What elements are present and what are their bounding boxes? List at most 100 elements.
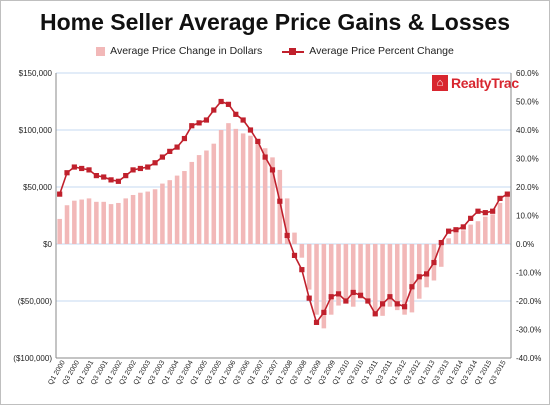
bar <box>152 189 158 244</box>
bar <box>461 230 466 244</box>
bar <box>453 232 459 244</box>
left-tick-label: ($50,000) <box>18 297 53 306</box>
line-point <box>64 170 70 176</box>
line-point <box>328 294 334 300</box>
bar <box>365 244 371 304</box>
bar <box>196 155 202 244</box>
line-point <box>394 301 400 307</box>
line-point <box>431 259 437 266</box>
line-point <box>438 239 444 246</box>
right-tick-label: -30.0% <box>516 326 541 335</box>
line-point <box>343 298 349 304</box>
legend-item-dollars: Average Price Change in Dollars <box>96 45 262 57</box>
line-point <box>211 107 217 113</box>
logo-text: RealtyTrac <box>451 75 519 91</box>
legend-label-dollars: Average Price Change in Dollars <box>110 45 263 57</box>
line-point <box>313 319 320 325</box>
line-point <box>123 173 129 179</box>
line-point <box>262 154 268 160</box>
line-point <box>497 195 503 201</box>
line-point <box>401 304 408 310</box>
house-icon: ⌂ <box>432 75 448 91</box>
line-point <box>475 208 481 214</box>
bar <box>387 244 393 307</box>
legend: Average Price Change in Dollars Average … <box>1 45 549 57</box>
line-series <box>57 98 510 325</box>
legend-label-percent: Average Price Percent Change <box>309 45 454 57</box>
bar <box>475 221 481 244</box>
right-tick-label: 30.0% <box>516 155 539 164</box>
bar <box>409 244 415 313</box>
line-point <box>453 227 459 233</box>
bar <box>306 244 312 290</box>
bar <box>130 194 136 244</box>
bar <box>204 150 209 244</box>
legend-item-percent: Average Price Percent Change <box>282 45 454 57</box>
bar <box>101 201 106 244</box>
line-point <box>240 117 246 123</box>
line-point <box>387 294 393 300</box>
line-point <box>306 295 312 301</box>
line-point <box>167 148 173 154</box>
line-point <box>446 228 452 234</box>
bar <box>394 244 400 311</box>
bar <box>182 171 187 244</box>
line-point <box>357 292 364 298</box>
bar <box>79 199 84 244</box>
bar <box>483 216 488 244</box>
bar <box>402 244 407 315</box>
bar <box>108 204 114 244</box>
bar <box>321 244 327 329</box>
line-point <box>93 173 99 179</box>
line-point <box>57 191 63 197</box>
line-point <box>277 198 283 204</box>
bar <box>72 200 77 244</box>
axes <box>55 73 512 359</box>
line-point <box>372 311 378 317</box>
bar <box>167 180 173 244</box>
bar <box>490 214 495 244</box>
line-point <box>468 215 474 221</box>
right-axis-labels: -40.0% -30.0% -20.0% -10.0% 0.0% 10.0% 20.0% 30… <box>516 69 541 363</box>
line-point <box>225 101 232 107</box>
right-tick-label: 40.0% <box>516 126 539 135</box>
bar <box>328 244 334 315</box>
bar <box>226 123 231 244</box>
bar <box>57 218 62 244</box>
line-point <box>424 271 430 277</box>
bar <box>255 143 261 244</box>
left-tick-label: $150,000 <box>19 69 53 78</box>
right-tick-label: 60.0% <box>516 69 539 78</box>
bar <box>211 143 217 244</box>
bar <box>343 244 349 301</box>
line-point <box>218 98 224 105</box>
bar <box>439 244 444 267</box>
left-axis-labels: ($100,000) ($50,000) $0 $50,000 $100,000 $150… <box>13 69 52 363</box>
line-point <box>504 191 510 197</box>
line-point <box>291 252 298 258</box>
right-tick-label: -10.0% <box>516 269 541 278</box>
bar <box>505 196 510 244</box>
legend-swatch-bar <box>96 46 106 56</box>
line-point <box>79 165 85 172</box>
bar <box>86 198 92 244</box>
bar <box>174 175 180 244</box>
line-point <box>490 208 496 214</box>
bar <box>446 238 451 244</box>
bar <box>497 202 503 244</box>
line-point <box>101 174 107 180</box>
bar <box>240 133 246 244</box>
line-point <box>152 160 158 166</box>
bar <box>277 169 283 244</box>
bar <box>292 232 297 244</box>
bar <box>138 192 143 244</box>
line-point <box>299 267 305 273</box>
line-point <box>247 127 254 133</box>
right-tick-label: 20.0% <box>516 183 539 192</box>
bar <box>145 191 151 244</box>
line-point <box>321 309 327 315</box>
realtytrac-logo: ⌂ RealtyTrac <box>432 75 519 91</box>
line-point <box>255 138 261 144</box>
